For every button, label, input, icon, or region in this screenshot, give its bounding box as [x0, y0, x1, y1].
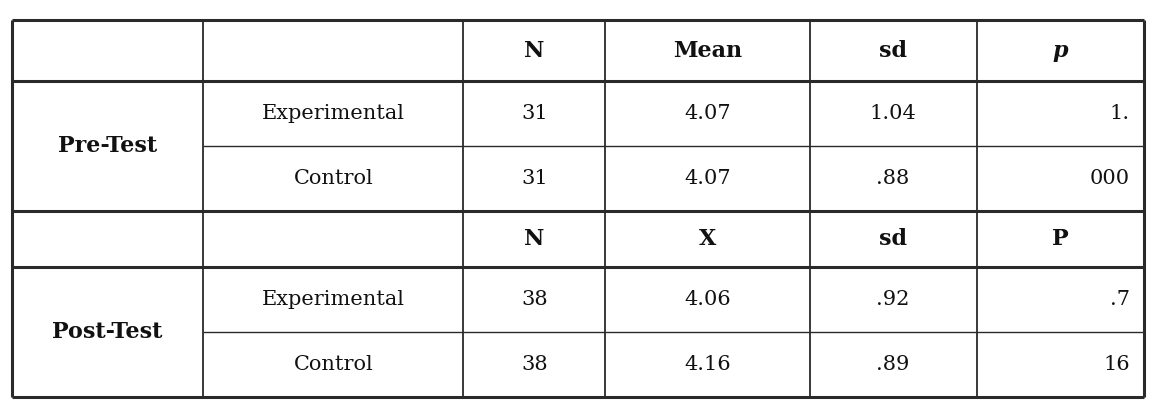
Text: 31: 31: [521, 104, 548, 123]
Text: .89: .89: [877, 355, 910, 374]
Text: Mean: Mean: [673, 40, 742, 62]
Text: 1.04: 1.04: [870, 104, 916, 123]
Text: 31: 31: [521, 169, 548, 188]
Text: Experimental: Experimental: [261, 104, 405, 123]
Text: Post-Test: Post-Test: [52, 321, 163, 343]
Text: Experimental: Experimental: [261, 290, 405, 309]
Text: Control: Control: [294, 169, 373, 188]
Text: .7: .7: [1110, 290, 1130, 309]
Text: sd: sd: [879, 40, 907, 62]
Text: 16: 16: [1103, 355, 1130, 374]
Text: X: X: [699, 228, 716, 250]
Text: 38: 38: [521, 290, 548, 309]
Text: 4.16: 4.16: [684, 355, 730, 374]
Text: 1.: 1.: [1110, 104, 1130, 123]
Text: .92: .92: [877, 290, 910, 309]
Text: sd: sd: [879, 228, 907, 250]
Text: Pre-Test: Pre-Test: [58, 135, 157, 157]
Text: N: N: [524, 228, 545, 250]
Text: 4.06: 4.06: [684, 290, 730, 309]
Text: Control: Control: [294, 355, 373, 374]
Text: 4.07: 4.07: [684, 104, 730, 123]
Text: 38: 38: [521, 355, 548, 374]
Text: 4.07: 4.07: [684, 169, 730, 188]
Text: 000: 000: [1089, 169, 1130, 188]
Text: N: N: [524, 40, 545, 62]
Text: .88: .88: [877, 169, 910, 188]
Text: P: P: [1052, 228, 1068, 250]
Text: p: p: [1052, 40, 1068, 62]
